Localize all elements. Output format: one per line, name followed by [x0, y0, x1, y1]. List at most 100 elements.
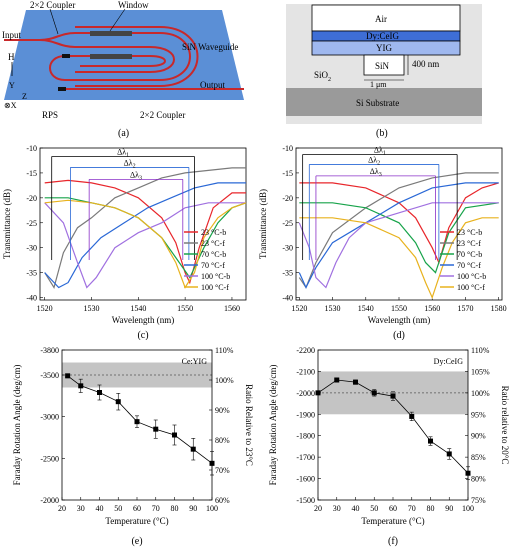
x-tick-label: 1560 — [424, 304, 440, 313]
y-tick-label: -2200 — [296, 346, 315, 355]
series-line-0 — [44, 179, 246, 285]
y2-tick-label: 75% — [471, 496, 486, 505]
data-point — [371, 390, 377, 396]
data-point — [334, 377, 340, 383]
x-tick-label: 50 — [370, 504, 378, 513]
label-waveguide: SiN Waveguide — [182, 42, 238, 52]
y2-axis-label: Ratio Relative to 23°C — [244, 384, 254, 466]
data-point — [315, 390, 321, 396]
label-coupler-bottom: 2×2 Coupler — [140, 110, 185, 120]
x-tick-label: 20 — [58, 504, 66, 513]
x-tick-label: 70 — [408, 504, 416, 513]
y2-tick-label: 90% — [215, 406, 230, 415]
legend-label-1: 23 °C-f — [201, 239, 225, 248]
x-tick-label: 1540 — [358, 304, 374, 313]
y-tick-label: -25 — [282, 219, 293, 228]
x-axis-label: Wavelength (nm) — [368, 315, 431, 325]
caption-b: (b) — [376, 128, 388, 139]
legend-label-2: 70 °C-b — [201, 250, 226, 259]
label-window: Window — [118, 0, 149, 10]
panel-caption: (f) — [388, 536, 398, 547]
sin-waveguide — [4, 32, 191, 81]
series-line-4 — [44, 202, 246, 289]
label-width: 1 μm — [370, 80, 387, 89]
y-tick-label: -25 — [26, 219, 37, 228]
y2-tick-label: 80% — [215, 436, 230, 445]
y-tick-label: -40 — [282, 294, 293, 303]
legend-label: Ce:YIG — [182, 357, 208, 366]
x-tick-label: 1530 — [325, 304, 341, 313]
legend-label-5: 100 °C-f — [201, 283, 229, 292]
x-axis-label: Wavelength (nm) — [112, 315, 175, 325]
y2-tick-label: 110% — [471, 346, 490, 355]
delta-label-1: Δλ2 — [124, 158, 136, 169]
y-tick-label: -1500 — [296, 496, 315, 505]
x-tick-label: 40 — [96, 504, 104, 513]
legend-label-2: 70 °C-b — [457, 250, 482, 259]
label-h: H — [8, 52, 15, 62]
y2-tick-label: 110% — [215, 346, 234, 355]
label-air: Air — [375, 14, 387, 24]
plot-frame — [39, 147, 247, 301]
rps-marker-2 — [62, 54, 70, 58]
legend-label-4: 100 °C-b — [457, 272, 486, 281]
y-tick-label: -3800 — [40, 346, 59, 355]
x-tick-label: 90 — [445, 504, 453, 513]
x-tick-label: 40 — [352, 504, 360, 513]
label-coupler-top: 2×2 Coupler — [30, 0, 75, 10]
y-tick-label: -1700 — [296, 453, 315, 462]
x-tick-label: 60 — [389, 504, 397, 513]
series-line-4 — [298, 202, 499, 289]
y2-tick-label: 80% — [471, 475, 486, 484]
label-output: Output — [200, 80, 226, 90]
panel-caption: (d) — [393, 330, 405, 340]
y-tick-label: -2500 — [40, 454, 59, 463]
label-rps: RPS — [42, 110, 58, 120]
label-sio2: SiO2 — [314, 70, 331, 83]
data-point — [115, 399, 121, 405]
y-tick-label: -2000 — [40, 496, 59, 505]
y-tick-label: -2100 — [296, 367, 315, 376]
chart-f: 20 30 40 50 60 70 80 90 100 -2200 -2100 -2000 -1900 -… — [268, 346, 510, 547]
x-tick-label: 1520 — [291, 304, 307, 313]
label-y: Y — [9, 81, 15, 90]
x-tick-label: 1530 — [84, 304, 100, 313]
y2-tick-label: 95% — [471, 410, 486, 419]
legend-label-0: 23 °C-b — [457, 228, 482, 237]
y2-tick-label: 105% — [471, 367, 490, 376]
y-axis-label: Faraday Rotation Angle (deg/cm) — [268, 365, 278, 486]
data-point — [97, 390, 102, 395]
tolerance-band — [62, 362, 212, 388]
label-thickness: 400 nm — [412, 59, 439, 69]
leader-window — [109, 8, 126, 32]
y2-tick-label: 85% — [471, 453, 486, 462]
leader-coupler — [49, 8, 59, 35]
data-point — [65, 373, 71, 379]
x-tick-label: 80 — [171, 504, 179, 513]
panel-caption: (c) — [137, 330, 148, 340]
legend-label: Dy:CeIG — [434, 357, 464, 366]
x-tick-label: 30 — [77, 504, 85, 513]
legend-label-0: 23 °C-b — [201, 228, 226, 237]
data-point — [446, 451, 452, 457]
data-point — [465, 470, 471, 476]
y-tick-label: -2000 — [296, 389, 315, 398]
si-substrate — [286, 88, 482, 116]
data-point — [153, 426, 159, 432]
y-tick-label: -15 — [26, 169, 37, 178]
chart-e: 20 30 40 50 60 70 80 90 100 -3800 -3500 -3000 -2500 -… — [12, 346, 254, 547]
series-line-0 — [299, 182, 499, 265]
x-tick-label: 80 — [427, 504, 435, 513]
y-tick-label: -1800 — [296, 432, 315, 441]
y-tick-label: -1900 — [296, 410, 315, 419]
air-region — [311, 4, 461, 32]
y-axis-label: Faraday Rotation Angle (deg/cm) — [12, 365, 22, 486]
series-line-3 — [44, 182, 246, 289]
x-tick-label: 50 — [114, 504, 122, 513]
caption-a: (a) — [118, 128, 129, 139]
y2-tick-label: 100% — [471, 389, 490, 398]
x-tick-label: 1550 — [177, 304, 193, 313]
y2-axis-label: Ratio relative to 20°C — [500, 386, 510, 465]
data-point — [409, 413, 415, 419]
legend-label-5: 100 °C-f — [457, 283, 485, 292]
